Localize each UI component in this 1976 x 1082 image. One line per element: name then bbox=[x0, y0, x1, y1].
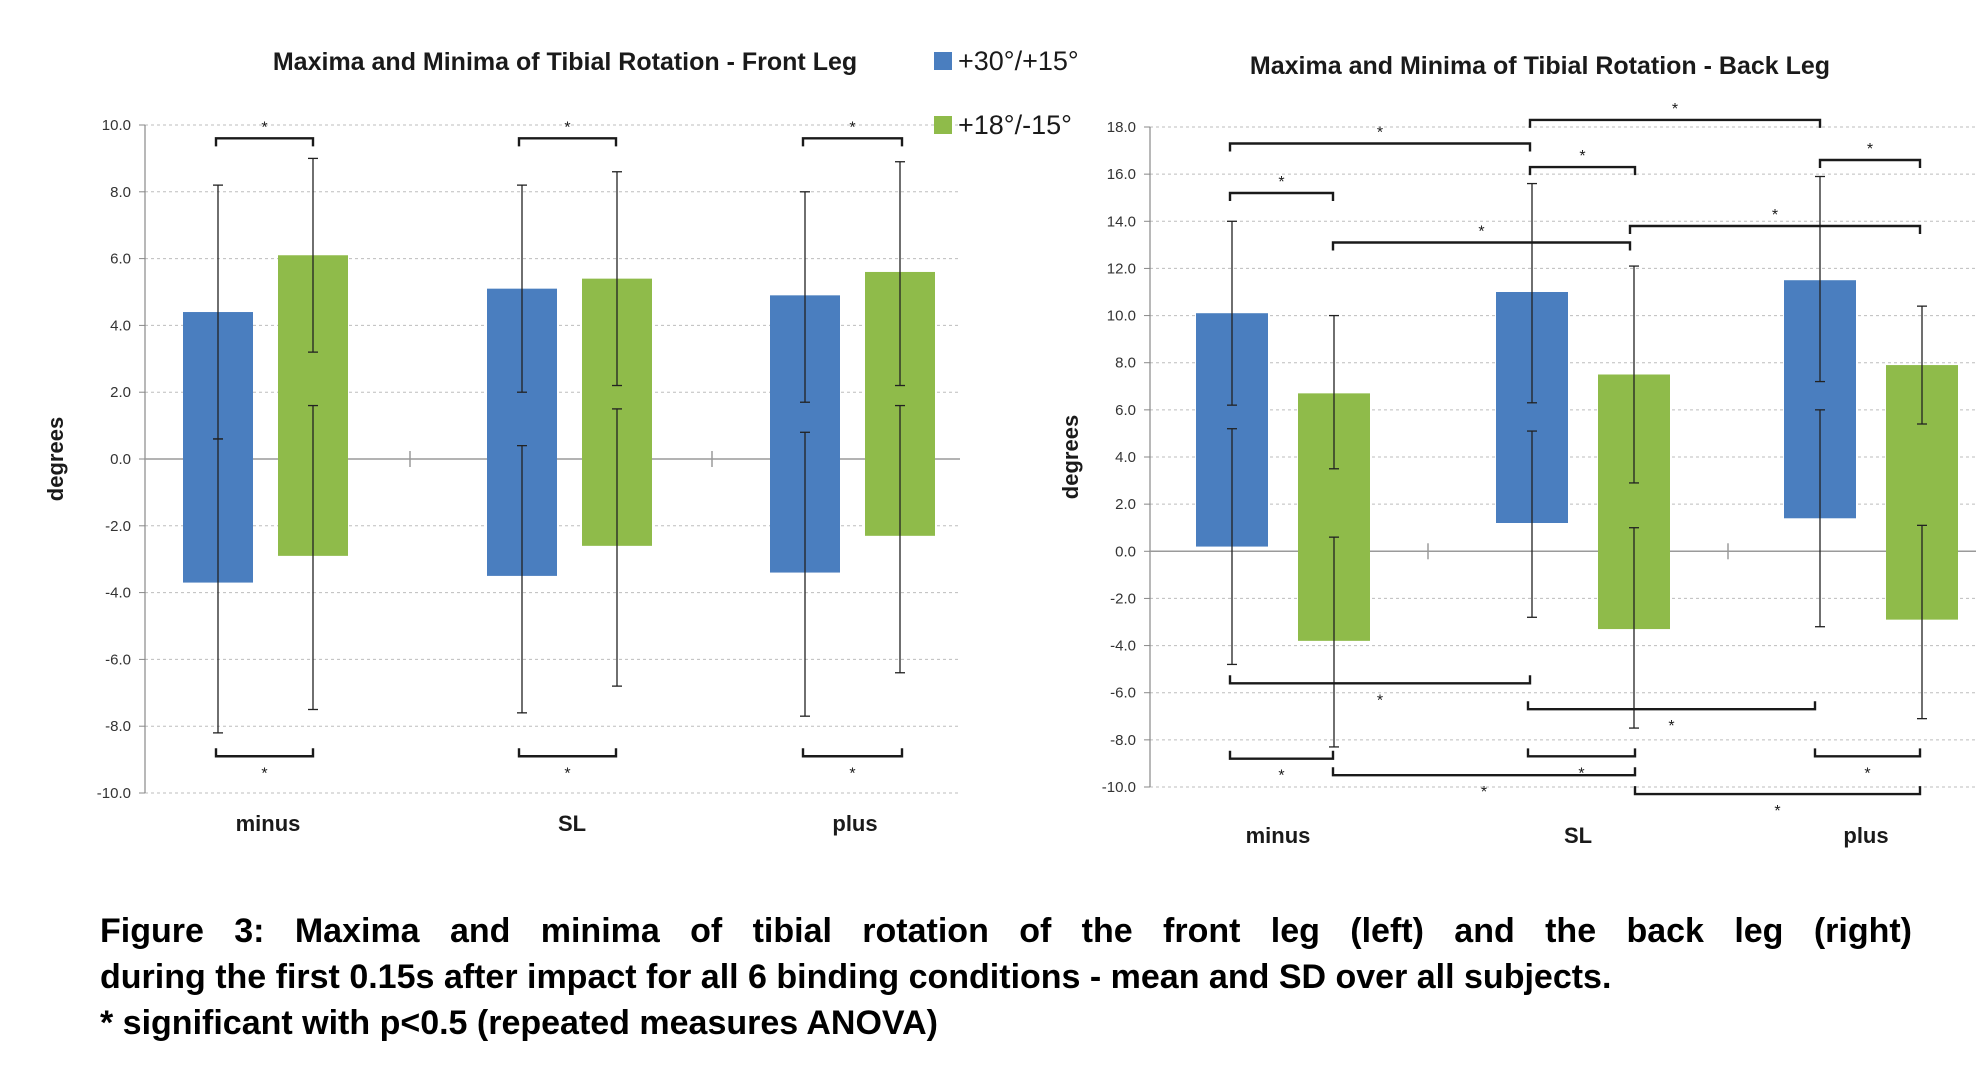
chart1-significance-bracket bbox=[801, 137, 904, 147]
chart1-y-tick-label: 4.0 bbox=[110, 317, 131, 334]
chart2-y-tick-label: -2.0 bbox=[1110, 590, 1136, 607]
chart2-significance-bracket bbox=[1228, 142, 1532, 152]
chart2-y-tick-label: 2.0 bbox=[1115, 496, 1136, 513]
chart2-significance-bracket bbox=[1813, 748, 1922, 758]
chart2-significance-bracket bbox=[1526, 748, 1637, 758]
chart2-significance-star: * bbox=[1579, 148, 1585, 165]
chart2-significance-star: * bbox=[1278, 174, 1284, 191]
chart2-significance-bracket bbox=[1228, 675, 1532, 685]
chart2-significance-star: * bbox=[1668, 718, 1674, 735]
chart2-y-axis-label: degrees bbox=[1058, 415, 1083, 499]
chart2-significance-star: * bbox=[1481, 784, 1487, 801]
chart2-y-tick-label: 6.0 bbox=[1115, 402, 1136, 419]
chart2-significance-bracket bbox=[1228, 191, 1335, 201]
legend-swatch-2 bbox=[934, 116, 952, 134]
chart2-category-label: plus bbox=[1843, 823, 1888, 848]
chart2-significance-star: * bbox=[1478, 224, 1484, 241]
chart1-y-tick-label: 8.0 bbox=[110, 184, 131, 201]
caption-line-2: during the first 0.15s after impact for … bbox=[100, 958, 1612, 996]
chart2-significance-bracket bbox=[1628, 224, 1922, 234]
chart2-y-tick-label: 14.0 bbox=[1107, 213, 1136, 230]
chart1-y-axis-label: degrees bbox=[43, 417, 68, 501]
chart1-y-tick-label: 2.0 bbox=[110, 384, 131, 401]
chart2-significance-bracket bbox=[1528, 165, 1637, 176]
chart2-y-tick-label: -10.0 bbox=[1102, 779, 1136, 796]
legend-label-1: +30°/+15° bbox=[958, 46, 1079, 76]
chart2-significance-bracket bbox=[1528, 118, 1822, 128]
chart2-y-tick-label: 12.0 bbox=[1107, 260, 1136, 277]
chart1-y-tick-label: -10.0 bbox=[97, 785, 131, 802]
chart2-y-tick-label: 8.0 bbox=[1115, 355, 1136, 372]
chart1-title: Maxima and Minima of Tibial Rotation - F… bbox=[273, 48, 857, 76]
chart2-significance-star: * bbox=[1278, 768, 1284, 785]
chart2-significance-bracket bbox=[1331, 241, 1632, 251]
chart2-significance-star: * bbox=[1867, 141, 1873, 158]
chart2-significance-bracket bbox=[1633, 786, 1922, 796]
chart2-significance-bracket bbox=[1331, 767, 1637, 777]
chart2-category-label: minus bbox=[1246, 823, 1311, 848]
legend-label-2: +18°/-15° bbox=[958, 110, 1072, 140]
chart2-y-tick-label: -8.0 bbox=[1110, 732, 1136, 749]
charts-canvas: Maxima and Minima of Tibial Rotation - F… bbox=[43, 46, 1976, 848]
chart2-significance-star: * bbox=[1774, 803, 1780, 820]
chart2-y-tick-label: 16.0 bbox=[1107, 166, 1136, 183]
chart2-significance-star: * bbox=[1377, 125, 1383, 142]
chart2-significance-star: * bbox=[1578, 765, 1584, 782]
caption-line-3: * significant with p<0.5 (repeated measu… bbox=[100, 1004, 938, 1042]
chart2-significance-bracket bbox=[1818, 158, 1922, 168]
chart1-category-label: SL bbox=[558, 811, 586, 836]
chart1-significance-bracket bbox=[801, 748, 904, 758]
chart1-significance-bracket bbox=[214, 748, 315, 758]
chart1-y-tick-label: 0.0 bbox=[110, 451, 131, 468]
chart2-y-tick-label: 10.0 bbox=[1107, 308, 1136, 325]
chart2-y-tick-label: 0.0 bbox=[1115, 543, 1136, 560]
chart2-category-label: SL bbox=[1564, 823, 1592, 848]
chart1-significance-star: * bbox=[261, 119, 267, 136]
chart1-category-label: plus bbox=[832, 811, 877, 836]
chart1-significance-star: * bbox=[849, 119, 855, 136]
chart1-significance-bracket bbox=[517, 137, 618, 147]
chart2-y-tick-label: 4.0 bbox=[1115, 449, 1136, 466]
chart2-title: Maxima and Minima of Tibial Rotation - B… bbox=[1250, 52, 1830, 80]
chart2-y-tick-label: 18.0 bbox=[1107, 119, 1136, 136]
chart2-significance-bracket bbox=[1228, 750, 1335, 760]
caption-line-1: Figure 3: Maxima and minima of tibial ro… bbox=[100, 912, 1912, 950]
chart1-significance-bracket bbox=[517, 748, 618, 758]
figure-caption: Figure 3: Maxima and minima of tibial ro… bbox=[100, 908, 1912, 1046]
chart1-y-tick-label: 6.0 bbox=[110, 251, 131, 268]
chart2-significance-bracket bbox=[1526, 701, 1817, 711]
chart2-significance-star: * bbox=[1672, 101, 1678, 118]
chart1-y-tick-label: -8.0 bbox=[105, 718, 131, 735]
chart1-significance-star: * bbox=[564, 119, 570, 136]
chart1-y-tick-label: 10.0 bbox=[102, 117, 131, 134]
chart2-significance-star: * bbox=[1864, 765, 1870, 782]
chart1-y-tick-label: -6.0 bbox=[105, 651, 131, 668]
chart1-y-tick-label: -2.0 bbox=[105, 518, 131, 535]
chart1-significance-star: * bbox=[849, 765, 855, 782]
chart1-category-label: minus bbox=[236, 811, 301, 836]
chart2-y-tick-label: -6.0 bbox=[1110, 685, 1136, 702]
chart2-significance-star: * bbox=[1377, 692, 1383, 709]
chart2-y-tick-label: -4.0 bbox=[1110, 638, 1136, 655]
legend-swatch-1 bbox=[934, 52, 952, 70]
chart1-significance-bracket bbox=[214, 137, 315, 147]
chart2-significance-star: * bbox=[1772, 207, 1778, 224]
chart1-significance-star: * bbox=[564, 765, 570, 782]
chart1-y-tick-label: -4.0 bbox=[105, 585, 131, 602]
chart1-significance-star: * bbox=[261, 765, 267, 782]
